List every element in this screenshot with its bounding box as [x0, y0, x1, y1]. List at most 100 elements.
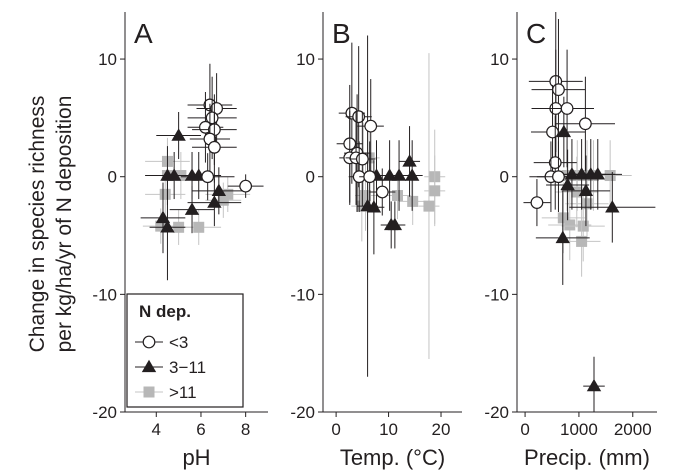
x-axis-title: Temp. (°C)	[340, 445, 445, 470]
point-marker	[552, 170, 565, 184]
point-marker	[211, 183, 227, 197]
point-marker	[184, 202, 200, 215]
data-point	[523, 179, 551, 227]
data-point	[533, 115, 577, 210]
point-marker	[605, 200, 620, 213]
legend: N dep. <3 3−11 >11	[126, 293, 244, 408]
data-point	[561, 190, 605, 262]
point-marker	[429, 185, 441, 197]
x-tick-label: 4	[152, 420, 161, 439]
y-tick-label: 10	[98, 50, 117, 69]
point-marker	[193, 221, 205, 233]
point-marker	[201, 170, 215, 184]
data-point	[180, 153, 235, 201]
x-axis-title: pH	[182, 445, 210, 470]
data-point	[369, 168, 396, 216]
point-marker	[155, 220, 167, 232]
point-marker	[239, 179, 253, 193]
y-tick-label: -20	[92, 403, 117, 422]
series-0	[180, 63, 264, 201]
legend-label: >11	[169, 383, 197, 402]
point-marker	[552, 83, 565, 97]
legend-marker	[141, 359, 157, 373]
point-marker	[363, 170, 377, 184]
panel-label: C	[526, 18, 546, 49]
data-point	[555, 76, 615, 171]
point-marker	[160, 220, 175, 233]
point-marker	[159, 188, 171, 200]
point-marker	[407, 195, 419, 207]
point-marker	[402, 154, 417, 167]
data-point	[156, 112, 201, 160]
data-point	[192, 112, 237, 183]
series-2	[142, 137, 251, 245]
data-point	[399, 126, 421, 197]
x-tick-label: 8	[241, 420, 250, 439]
data-point	[359, 141, 381, 212]
point-marker	[590, 167, 605, 180]
data-point	[573, 139, 622, 210]
legend-box	[126, 293, 244, 408]
data-point	[399, 177, 426, 225]
series-1	[140, 112, 246, 281]
point-marker	[391, 168, 407, 181]
point-marker	[581, 198, 593, 210]
data-point	[205, 182, 242, 218]
point-marker	[222, 188, 234, 200]
data-point	[227, 174, 264, 198]
legend-entry: <3	[135, 333, 188, 352]
data-point	[546, 149, 590, 221]
point-marker	[166, 168, 182, 181]
point-marker	[375, 185, 389, 199]
point-marker	[423, 200, 435, 212]
panel-b: 10 0 -10 -20 0 10 20 Temp. (°C) B	[290, 12, 462, 470]
point-marker	[578, 117, 592, 131]
data-point	[535, 190, 590, 285]
data-point	[418, 53, 440, 360]
point-marker	[355, 152, 369, 166]
data-point	[169, 186, 215, 234]
point-marker	[557, 212, 569, 224]
point-marker	[546, 125, 559, 139]
y-tick-label: 10	[296, 50, 315, 69]
y-tick-label: -20	[290, 403, 315, 422]
data-point	[187, 179, 242, 227]
y-tick-label: 0	[306, 168, 315, 187]
plot-area	[523, 12, 656, 412]
legend-label: <3	[169, 333, 188, 352]
point-marker	[391, 190, 403, 202]
y-tick-label: 0	[108, 168, 117, 187]
y-tick-label: 10	[490, 50, 509, 69]
panel-label: A	[134, 18, 153, 49]
legend-title: N dep.	[139, 302, 191, 321]
point-marker	[586, 378, 602, 392]
panel-a: 10 0 -10 -20 4 6 8 pH A	[92, 12, 268, 470]
legend-entry: >11	[135, 383, 197, 402]
series-1	[535, 96, 656, 412]
point-marker	[576, 235, 588, 247]
y-tick-label: -10	[484, 285, 509, 304]
x-tick-label: 20	[432, 420, 451, 439]
point-marker	[555, 230, 570, 244]
point-marker	[560, 177, 575, 191]
data-point	[569, 172, 656, 243]
y-axis-title-line2: per kg/ha/yr of N deposition	[53, 96, 76, 353]
series-0	[336, 42, 396, 216]
point-marker	[363, 152, 375, 164]
data-point	[142, 208, 179, 244]
data-point	[140, 182, 186, 254]
point-marker	[560, 102, 574, 115]
data-point	[562, 206, 601, 277]
point-marker	[366, 200, 382, 213]
legend-label: 3−11	[169, 358, 206, 377]
x-tick-label: 1000	[560, 420, 598, 439]
point-marker	[604, 170, 616, 182]
point-marker	[564, 219, 576, 231]
y-tick-label: -10	[290, 285, 315, 304]
series-0	[523, 12, 615, 227]
data-point	[583, 356, 605, 412]
data-point	[384, 201, 406, 249]
panels: 10 0 -10 -20 4 6 8 pH A 10 0 -10 -20 0 10 20 Temp. (°C) B…	[92, 12, 657, 470]
panel-label: B	[332, 18, 351, 49]
